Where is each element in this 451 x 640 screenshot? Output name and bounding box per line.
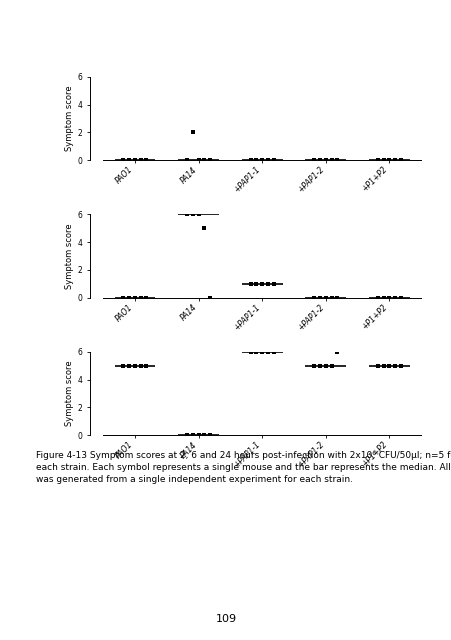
Y-axis label: Symptom score: Symptom score bbox=[65, 361, 74, 426]
Text: Figure 4-13 Symptom scores at 2, 6 and 24 hours post-infection with 2x10⁶ CFU/50: Figure 4-13 Symptom scores at 2, 6 and 2… bbox=[36, 451, 451, 484]
Y-axis label: Symptom score: Symptom score bbox=[65, 223, 74, 289]
Text: 109: 109 bbox=[215, 614, 236, 624]
Y-axis label: Symptom score: Symptom score bbox=[65, 86, 74, 151]
